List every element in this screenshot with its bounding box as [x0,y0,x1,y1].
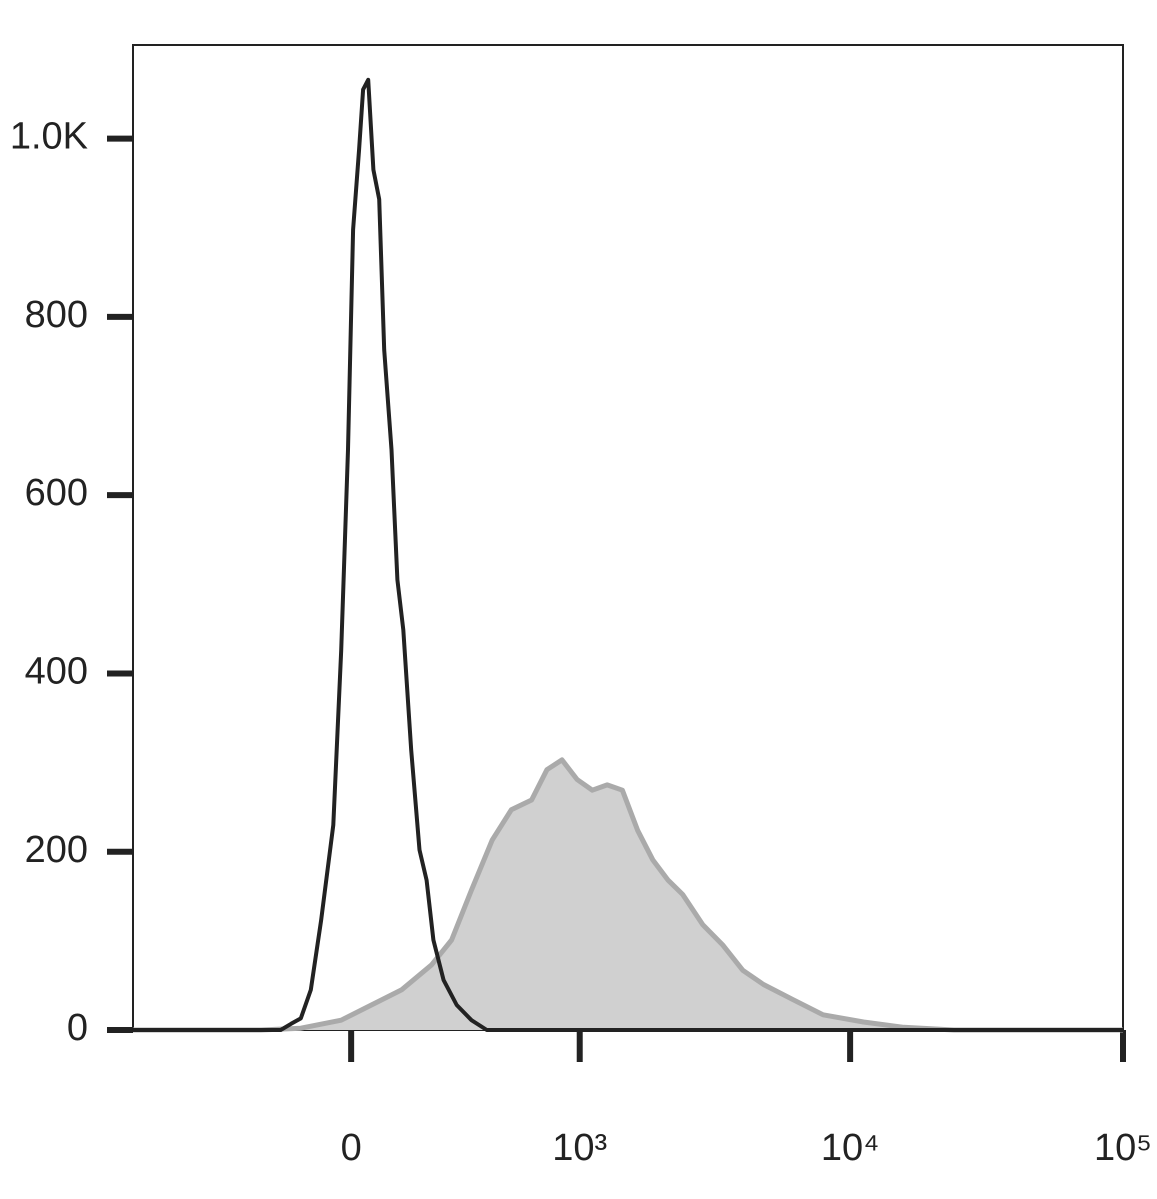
y-tick-label: 400 [25,650,88,692]
x-tick-label: 10⁴ [821,1127,880,1169]
y-tick-label: 200 [25,829,88,871]
x-tick-label: 10⁵ [1094,1127,1152,1169]
x-tick-label: 0 [341,1127,362,1169]
y-tick-label: 0 [67,1007,88,1049]
x-tick-label: 10³ [552,1127,607,1169]
y-tick-label: 600 [25,472,88,514]
histogram-line [133,757,1123,1033]
histogram-line [133,77,1123,1032]
y-tick-label: 800 [25,294,88,336]
y-tick-label: 1.0K [10,116,88,158]
